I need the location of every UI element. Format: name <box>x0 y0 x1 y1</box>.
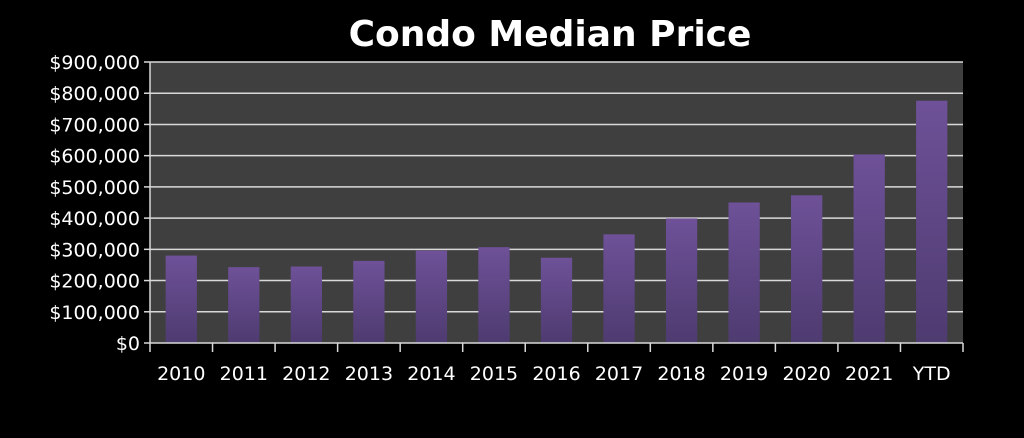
x-tick-label: 2011 <box>220 363 268 385</box>
x-tick-labels: 2010 2011 2012 2013 2014 2015 2016 2017 2018 2019… <box>157 363 951 385</box>
bar-2011 <box>228 267 260 343</box>
bar-2020 <box>791 195 823 343</box>
bar-2014 <box>415 250 448 343</box>
x-tick-label: 2012 <box>282 363 330 385</box>
y-tick-label: $700,000 <box>49 114 140 136</box>
y-tick-label: $800,000 <box>49 83 140 105</box>
bar-2012 <box>290 266 322 343</box>
bar-2013 <box>353 260 385 343</box>
x-tick-label: 2015 <box>470 363 518 385</box>
x-tick-label: 2017 <box>595 363 643 385</box>
y-tick-label: $600,000 <box>49 146 140 168</box>
bar-2010 <box>165 255 197 343</box>
chart-title: Condo Median Price <box>348 14 752 55</box>
bar-2017 <box>603 234 635 343</box>
x-tick-label: 2019 <box>720 363 768 385</box>
x-tick-label: 2014 <box>407 363 455 385</box>
y-tick-label: $0 <box>116 333 140 355</box>
x-tick-label: 2020 <box>782 363 830 385</box>
gridlines <box>150 61 963 313</box>
y-tick-label: $200,000 <box>49 271 140 293</box>
bar-2018 <box>665 218 698 343</box>
x-tick-label: 2010 <box>157 363 205 385</box>
y-tick-labels: $0 $100,000 $200,000 $300,000 $400,000 $500,0… <box>49 52 140 355</box>
x-tick-label: 2021 <box>845 363 893 385</box>
bar-2016 <box>540 257 573 343</box>
x-tick-label: 2016 <box>532 363 580 385</box>
y-tick-label: $400,000 <box>49 208 140 230</box>
bar-2021 <box>853 154 885 343</box>
bar-2015 <box>478 247 510 343</box>
axes <box>144 61 964 352</box>
bar-YTD <box>916 100 948 344</box>
x-tick-label: 2018 <box>657 363 705 385</box>
y-tick-label: $300,000 <box>49 239 140 261</box>
y-tick-label: $900,000 <box>49 52 140 74</box>
y-tick-label: $100,000 <box>49 302 140 324</box>
x-tick-label: 2013 <box>345 363 393 385</box>
bar-2019 <box>728 202 760 343</box>
x-tick-label: YTD <box>912 363 951 385</box>
bars <box>165 100 948 344</box>
y-tick-label: $500,000 <box>49 177 140 199</box>
